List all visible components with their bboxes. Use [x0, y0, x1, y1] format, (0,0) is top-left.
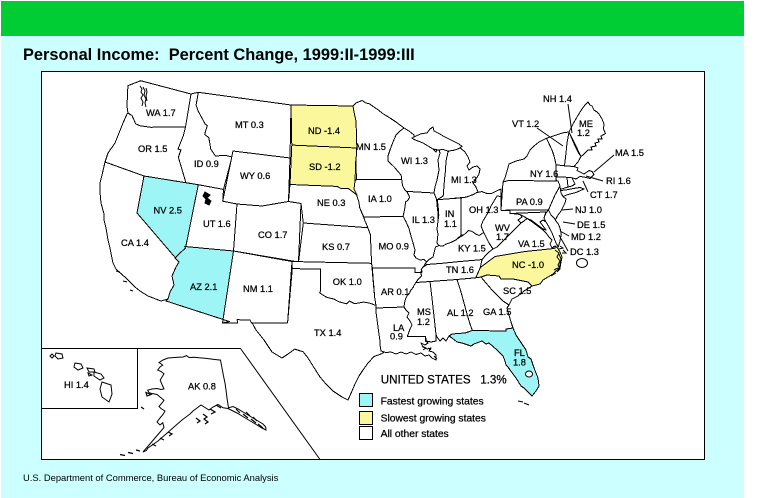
svg-text:NH 1.4: NH 1.4	[543, 94, 572, 104]
svg-text:LA: LA	[393, 323, 405, 333]
svg-text:SD -1.2: SD -1.2	[309, 162, 341, 172]
svg-text:UNITED STATES 1.3%: UNITED STATES 1.3%	[381, 374, 507, 387]
svg-text:All other states: All other states	[381, 429, 449, 440]
svg-text:WI 1.3: WI 1.3	[401, 156, 428, 166]
svg-text:MT 0.3: MT 0.3	[235, 120, 264, 130]
svg-text:OK 1.0: OK 1.0	[333, 277, 362, 287]
svg-text:1.2: 1.2	[417, 317, 430, 327]
svg-text:WV: WV	[495, 223, 511, 233]
svg-text:ID 0.9: ID 0.9	[194, 159, 219, 169]
svg-text:1.1: 1.1	[444, 219, 457, 229]
svg-text:WY 0.6: WY 0.6	[240, 171, 270, 181]
svg-text:NY 1.6: NY 1.6	[530, 169, 558, 179]
svg-text:CT 1.7: CT 1.7	[590, 190, 618, 200]
svg-text:MO 0.9: MO 0.9	[379, 242, 409, 252]
svg-text:CA 1.4: CA 1.4	[121, 238, 149, 248]
svg-text:OH 1.3: OH 1.3	[469, 205, 498, 215]
svg-text:MN 1.5: MN 1.5	[356, 142, 386, 152]
svg-text:ND -1.4: ND -1.4	[308, 126, 340, 136]
svg-text:PA 0.9: PA 0.9	[516, 197, 543, 207]
svg-text:UT 1.6: UT 1.6	[203, 219, 231, 229]
svg-text:MA 1.5: MA 1.5	[615, 148, 644, 158]
svg-text:IN: IN	[445, 209, 454, 219]
svg-text:MS: MS	[417, 307, 431, 317]
svg-text:KS 0.7: KS 0.7	[322, 242, 350, 252]
svg-text:NC -1.0: NC -1.0	[512, 260, 544, 270]
svg-text:IL 1.3: IL 1.3	[412, 215, 435, 225]
svg-text:NE 0.3: NE 0.3	[317, 198, 345, 208]
svg-text:TN 1.6: TN 1.6	[446, 265, 474, 275]
svg-text:DE 1.5: DE 1.5	[577, 220, 605, 230]
svg-text:1.8: 1.8	[513, 358, 526, 368]
svg-text:VT 1.2: VT 1.2	[512, 119, 539, 129]
svg-text:AZ 2.1: AZ 2.1	[190, 282, 217, 292]
svg-text:FL: FL	[514, 348, 525, 358]
svg-text:CO 1.7: CO 1.7	[258, 230, 287, 240]
svg-text:AK 0.8: AK 0.8	[188, 382, 216, 392]
svg-text:MD 1.2: MD 1.2	[571, 232, 601, 242]
svg-text:HI 1.4: HI 1.4	[64, 380, 89, 390]
svg-text:0.9: 0.9	[390, 332, 403, 342]
svg-text:NM 1.1: NM 1.1	[243, 284, 273, 294]
svg-text:1.2: 1.2	[577, 128, 590, 138]
svg-text:RI 1.6: RI 1.6	[606, 176, 631, 186]
svg-text:KY 1.5: KY 1.5	[458, 244, 486, 254]
svg-text:AR 0.1: AR 0.1	[381, 287, 409, 297]
svg-text:DC 1.3: DC 1.3	[570, 247, 599, 257]
svg-text:MI 1.3: MI 1.3	[451, 175, 477, 185]
svg-text:IA 1.0: IA 1.0	[368, 194, 392, 204]
svg-text:AL 1.2: AL 1.2	[447, 308, 474, 318]
svg-text:TX 1.4: TX 1.4	[314, 328, 341, 338]
svg-text:Slowest growing states: Slowest growing states	[381, 414, 486, 425]
svg-text:GA 1.5: GA 1.5	[483, 307, 511, 317]
svg-text:ME: ME	[579, 119, 593, 129]
svg-text:OR 1.5: OR 1.5	[138, 144, 167, 154]
svg-text:SC 1.5: SC 1.5	[503, 286, 531, 296]
svg-text:1.7: 1.7	[496, 232, 509, 242]
svg-text:Fastest growing states: Fastest growing states	[381, 397, 484, 408]
svg-text:WA 1.7: WA 1.7	[146, 108, 176, 118]
svg-text:NV 2.5: NV 2.5	[154, 206, 182, 216]
svg-text:VA 1.5: VA 1.5	[518, 239, 545, 249]
svg-text:NJ 1.0: NJ 1.0	[575, 205, 602, 215]
